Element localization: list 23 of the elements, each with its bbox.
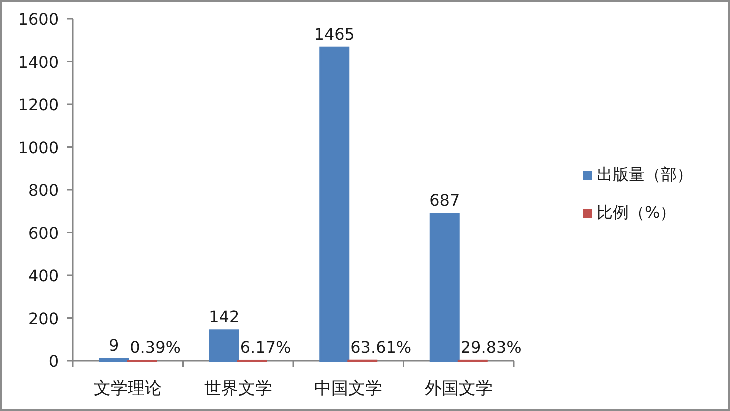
x-tick-label: 中国文学 — [314, 379, 383, 399]
data-label: 9 — [109, 336, 120, 356]
y-tick-label: 1200 — [18, 96, 59, 114]
y-tick-label: 0 — [48, 352, 59, 371]
data-label: 1465 — [314, 24, 355, 44]
legend-label: 出版量（部） — [597, 165, 693, 184]
y-tick-label: 1600 — [18, 10, 59, 29]
data-label: 142 — [209, 308, 240, 327]
x-tick-label: 文学理论 — [94, 379, 162, 399]
y-tick-label: 400 — [28, 266, 59, 286]
data-label: 63.61% — [350, 338, 412, 357]
y-tick-label: 600 — [28, 224, 59, 243]
data-label: 29.83% — [460, 338, 522, 357]
legend-label: 比例（%） — [597, 203, 676, 222]
data-label: 0.39% — [130, 338, 181, 357]
data-label: 687 — [430, 191, 460, 210]
x-tick-label: 世界文学 — [204, 379, 272, 399]
data-label: 6.17% — [240, 338, 292, 357]
x-tick-label: 外国文学 — [424, 379, 493, 399]
y-tick-label: 1400 — [18, 52, 59, 72]
y-tick-label: 1000 — [18, 138, 59, 158]
y-tick-label: 200 — [28, 309, 59, 328]
y-tick-label: 800 — [28, 181, 59, 200]
